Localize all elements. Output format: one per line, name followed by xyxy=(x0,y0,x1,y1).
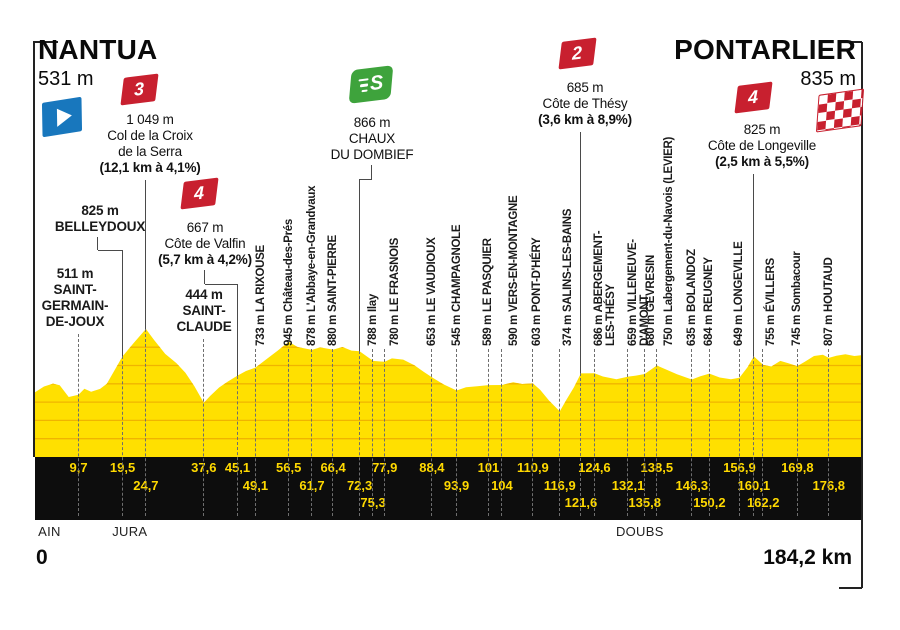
distance-marker-72-3: 72,3 xyxy=(346,477,373,493)
distance-marker-88-4: 88,4 xyxy=(419,460,445,475)
distance-marker-162-2: 162,2 xyxy=(746,495,780,510)
distance-marker-176-8: 176,8 xyxy=(812,477,846,493)
distance-band: 9,7 19,5 24,7 37,6 45,1 49,1 56,5 61,7 66,4 72,3 7… xyxy=(35,457,862,520)
profile-area-shape xyxy=(35,329,862,457)
distance-marker-24-7: 24,7 xyxy=(133,477,159,493)
distance-marker-9-7: 9,7 xyxy=(69,460,88,475)
distance-marker-150-2: 150,2 xyxy=(693,495,726,510)
distance-marker-132-1: 132,1 xyxy=(611,477,645,493)
distance-marker-116-9: 116,9 xyxy=(543,477,576,493)
distance-marker-138-5: 138,5 xyxy=(640,460,674,475)
distance-marker-75-3: 75,3 xyxy=(360,495,386,510)
distance-marker-110-9: 110,9 xyxy=(516,460,549,475)
distance-marker-146-3: 146,3 xyxy=(675,477,709,493)
distance-marker-45-1: 45,1 xyxy=(224,460,251,475)
distance-marker-49-1: 49,1 xyxy=(242,477,269,493)
distance-marker-104: 104 xyxy=(491,477,513,493)
distance-marker-66-4: 66,4 xyxy=(320,460,346,475)
distance-marker-101: 101 xyxy=(477,460,500,475)
distance-marker-77-9: 77,9 xyxy=(372,460,398,475)
distance-marker-124-6: 124,6 xyxy=(578,460,611,475)
distance-marker-19-5: 19,5 xyxy=(109,460,136,475)
distance-marker-135-8: 135,8 xyxy=(628,495,661,510)
distance-marker-56-5: 56,5 xyxy=(276,460,302,475)
distance-marker-121-6: 121,6 xyxy=(564,495,598,510)
distance-marker-156-9: 156,9 xyxy=(723,460,756,475)
distance-marker-37-6: 37,6 xyxy=(191,460,217,475)
distance-marker-61-7: 61,7 xyxy=(299,477,325,493)
distance-marker-160-1: 160,1 xyxy=(737,477,771,493)
distance-marker-169-8: 169,8 xyxy=(781,460,814,475)
distance-marker-93-9: 93,9 xyxy=(443,477,470,493)
